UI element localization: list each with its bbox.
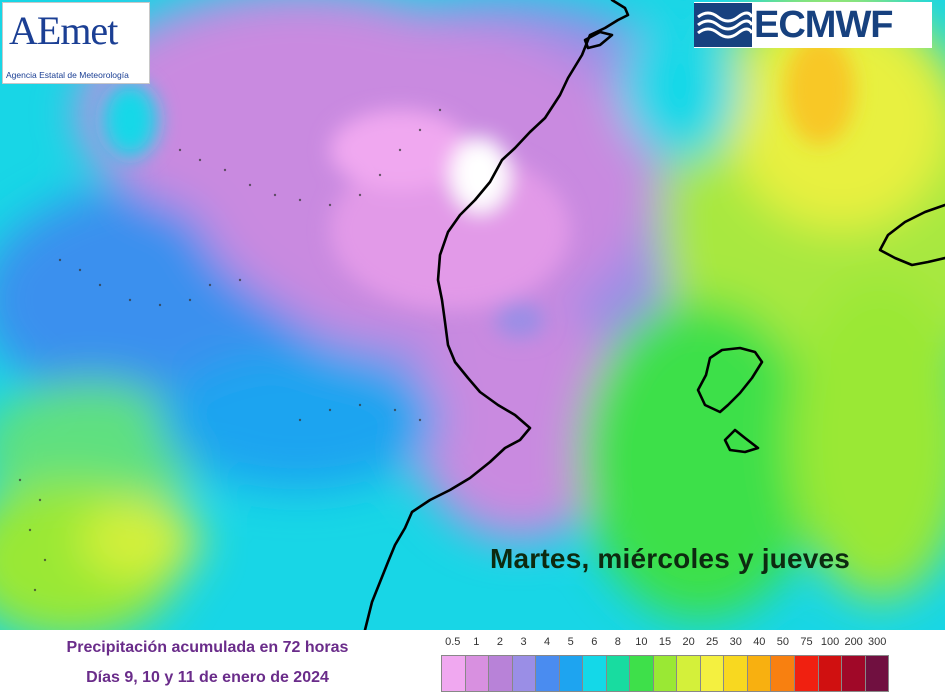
ecmwf-emblem-icon bbox=[694, 3, 752, 47]
legend-swatch bbox=[818, 656, 843, 691]
legend-label: 40 bbox=[753, 636, 766, 648]
aemet-logo: AEmet Agencia Estatal de Meteorología bbox=[2, 2, 150, 84]
legend-label: 100 bbox=[820, 636, 840, 648]
legend-label: 4 bbox=[544, 636, 551, 648]
footer-title: Precipitación acumulada en 72 horas Días… bbox=[0, 633, 415, 693]
period-caption: Martes, miércoles y jueves bbox=[490, 543, 851, 574]
legend-label: 0.5 bbox=[445, 636, 461, 648]
ecmwf-logo: ECMWF bbox=[694, 2, 932, 48]
legend-labels: 0.5 1 2 3 4 5 6 8 10 15 20 25 30 40 50 75 100 200 300 bbox=[432, 636, 892, 650]
footer-title-line1: Precipitación acumulada en 72 horas bbox=[66, 639, 349, 656]
legend-swatch bbox=[606, 656, 631, 691]
aemet-wordmark: AEmet bbox=[9, 8, 118, 53]
legend-label: 300 bbox=[868, 636, 887, 648]
legend-color-bar bbox=[441, 655, 889, 692]
legend-label: 75 bbox=[800, 636, 813, 648]
legend-swatch bbox=[465, 656, 490, 691]
legend-label: 15 bbox=[658, 636, 672, 648]
legend-swatch bbox=[794, 656, 819, 691]
legend-label: 50 bbox=[776, 636, 790, 648]
legend-label: 6 bbox=[591, 636, 598, 648]
legend-swatch bbox=[842, 656, 866, 691]
legend-label: 10 bbox=[635, 636, 648, 648]
legend-swatch bbox=[442, 656, 466, 691]
legend-swatch bbox=[771, 656, 795, 691]
aemet-agency-name: Agencia Estatal de Meteorología bbox=[6, 70, 129, 80]
legend-swatch bbox=[747, 656, 772, 691]
legend-swatch bbox=[700, 656, 725, 691]
legend-label: 30 bbox=[729, 636, 742, 648]
legend-swatch bbox=[536, 656, 560, 691]
legend-swatch bbox=[630, 656, 654, 691]
legend-label: 3 bbox=[520, 636, 527, 648]
ecmwf-wordmark: ECMWF bbox=[754, 4, 894, 46]
legend-swatch bbox=[583, 656, 607, 691]
legend-swatch bbox=[677, 656, 701, 691]
legend-label: 5 bbox=[567, 636, 574, 648]
legend-label: 20 bbox=[682, 636, 695, 648]
legend-label: 25 bbox=[706, 636, 719, 648]
legend-swatch bbox=[724, 656, 748, 691]
legend-swatch bbox=[865, 656, 889, 691]
legend-swatch bbox=[489, 656, 513, 691]
legend-label: 200 bbox=[844, 636, 863, 648]
legend-swatch bbox=[512, 656, 537, 691]
precipitation-map bbox=[0, 0, 945, 630]
legend-label: 1 bbox=[473, 636, 480, 648]
footer-title-line2: Días 9, 10 y 11 de enero de 2024 bbox=[86, 669, 329, 686]
legend-swatch bbox=[559, 656, 584, 691]
legend-label: 2 bbox=[496, 636, 503, 648]
legend-swatch bbox=[653, 656, 678, 691]
legend-label: 8 bbox=[614, 636, 621, 648]
